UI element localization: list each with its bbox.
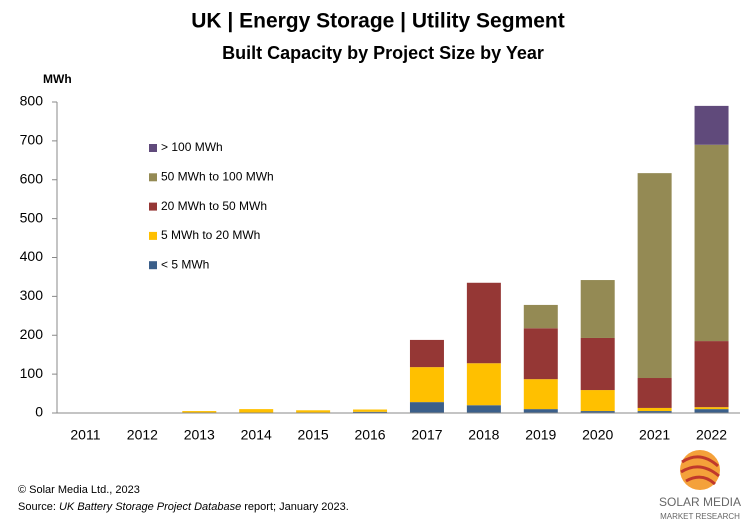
y-tick-label: 500 (20, 209, 44, 225)
logo-swoosh (680, 455, 720, 486)
bar-segment (637, 378, 672, 408)
legend-swatch (149, 261, 157, 270)
bar-segment (694, 409, 729, 413)
bar-segment (353, 409, 388, 412)
legend-label: 20 MWh to 50 MWh (161, 199, 267, 213)
legend-swatch (149, 144, 157, 152)
bar-segment (523, 409, 558, 413)
source-title: UK Battery Storage Project Database (59, 501, 241, 513)
bar-segment (409, 339, 444, 368)
bar-segment (466, 282, 501, 364)
bar-segment (694, 341, 729, 408)
x-tick-label: 2021 (639, 427, 670, 443)
x-tick-label: 2013 (184, 427, 215, 443)
y-tick-label: 800 (20, 93, 44, 109)
copyright: © Solar Media Ltd., 2023 (18, 484, 140, 496)
bar-segment (182, 411, 217, 413)
x-tick-label: 2015 (298, 427, 329, 443)
legend-swatch (149, 202, 157, 211)
source: Source: UK Battery Storage Project Datab… (18, 501, 349, 513)
legend-swatch (149, 173, 157, 182)
x-tick-label: 2011 (70, 427, 100, 443)
bar-segment (409, 367, 444, 403)
legend-label: 50 MWh to 100 MWh (161, 169, 274, 183)
bar-segment (523, 304, 558, 329)
x-tick-label: 2022 (696, 427, 727, 443)
legend-label: 5 MWh to 20 MWh (161, 228, 260, 242)
legend-label: > 100 MWh (161, 140, 223, 154)
bar-segment (694, 144, 729, 342)
bar-segment (580, 280, 615, 338)
legend-label: < 5 MWh (161, 257, 209, 271)
x-tick-label: 2012 (127, 427, 158, 443)
chart-title: UK | Energy Storage | Utility Segment (191, 10, 565, 33)
bar-segment (694, 407, 729, 410)
x-tick-label: 2018 (468, 427, 499, 443)
bar-segment (580, 390, 615, 412)
bar-segment (353, 411, 388, 413)
source-suffix: report; January 2023. (244, 501, 349, 513)
bar-segment (637, 173, 672, 379)
chart-subtitle: Built Capacity by Project Size by Year (222, 43, 544, 63)
logo: SOLAR MEDIA MARKET RESEARCH (659, 450, 741, 521)
logo-name: SOLAR MEDIA (659, 495, 741, 509)
bar-segment (580, 337, 615, 391)
y-tick-label: 400 (20, 248, 44, 264)
x-tick-label: 2014 (241, 427, 272, 443)
bar-segment (580, 411, 615, 413)
source-prefix: Source: (18, 501, 56, 513)
bar-segment (466, 363, 501, 406)
y-tick-label: 100 (20, 365, 44, 381)
bar-segment (409, 402, 444, 413)
x-tick-label: 2016 (354, 427, 385, 443)
bar-segment (466, 405, 501, 413)
legend-swatch (149, 231, 157, 240)
bar-segment (239, 409, 274, 413)
y-tick-label: 700 (20, 132, 44, 148)
x-tick-label: 2020 (582, 427, 613, 443)
y-tick-label: 300 (20, 287, 44, 303)
x-tick-label: 2017 (411, 427, 442, 443)
y-tick-label: 200 (20, 326, 44, 342)
bar-segment (523, 379, 558, 410)
bar-segment (694, 105, 729, 145)
y-tick-label: 0 (35, 404, 43, 420)
bar-segment (296, 410, 331, 413)
x-tick-label: 2019 (525, 427, 556, 443)
bar-segment (523, 328, 558, 380)
bar-segment (637, 411, 672, 413)
y-tick-label: 600 (20, 170, 44, 186)
bar-segment (637, 407, 672, 412)
y-axis-label: MWh (43, 72, 72, 86)
logo-tagline: MARKET RESEARCH (660, 512, 740, 521)
